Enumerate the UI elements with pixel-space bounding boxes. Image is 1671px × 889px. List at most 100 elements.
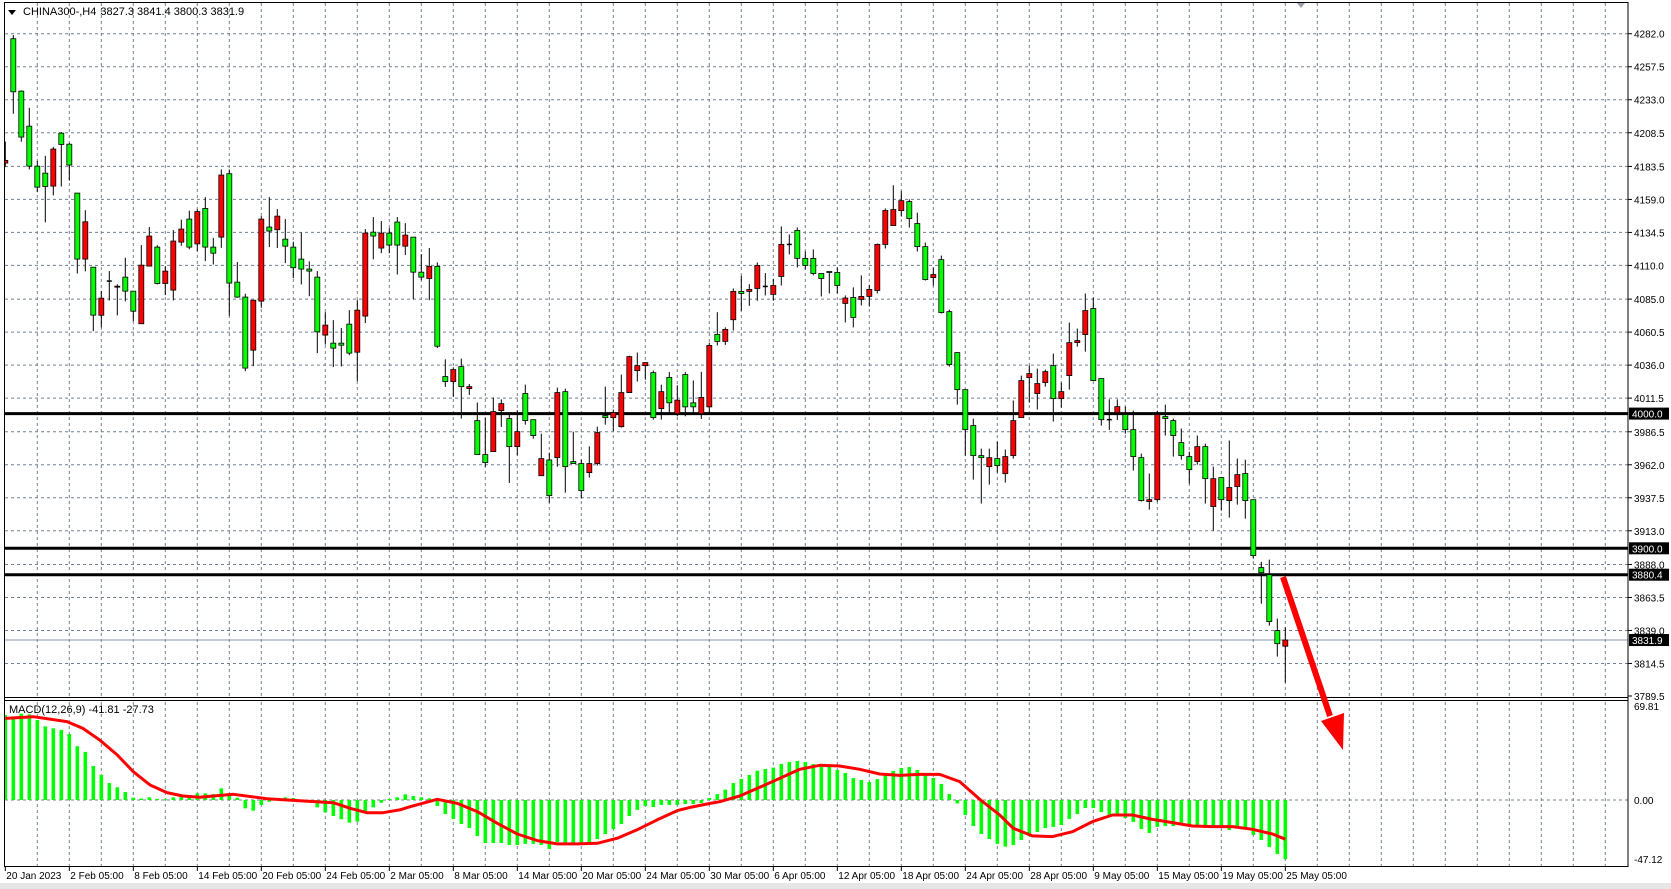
candle-bearish	[810, 258, 817, 274]
macd-histogram-bar	[891, 770, 896, 800]
candle-bullish	[1058, 391, 1065, 400]
macd-histogram-bar	[427, 798, 432, 800]
down-arrow-annotation[interactable]	[1280, 576, 1344, 750]
macd-histogram-bar	[451, 800, 456, 819]
macd-histogram-bar	[1083, 800, 1088, 809]
horizontal-levels[interactable]	[5, 412, 1628, 577]
candle-bearish	[818, 273, 825, 279]
candle-bearish	[482, 454, 489, 464]
level-price-label: 4000.0	[1632, 410, 1663, 421]
macd-histogram-bar	[619, 800, 624, 825]
chart-shift-marker-icon[interactable]	[1297, 3, 1305, 8]
time-axis-label: 24 Feb 05:00	[326, 871, 385, 882]
price-axis-label: 4183.5	[1634, 162, 1665, 173]
macd-histogram-bar	[19, 713, 24, 800]
macd-histogram-bar	[171, 797, 176, 800]
candle-bearish	[690, 402, 697, 408]
macd-histogram-bar	[1139, 800, 1144, 830]
macd-signal-line	[5, 715, 1286, 846]
candle-bullish	[98, 297, 105, 316]
macd-histogram-bar	[115, 787, 120, 800]
candle-bullish	[874, 244, 881, 291]
macd-histogram-bar	[723, 789, 728, 800]
macd-histogram-bar	[979, 800, 984, 834]
candle-bullish	[1026, 373, 1033, 379]
macd-histogram-bar	[867, 782, 872, 800]
macd-histogram-bar	[155, 799, 160, 800]
macd-histogram-bar	[1235, 800, 1240, 829]
macd-histogram-bar	[835, 770, 840, 800]
macd-histogram-bar	[587, 800, 592, 843]
candle-bullish	[618, 392, 625, 428]
time-axis-label: 8 Feb 05:00	[134, 871, 188, 882]
macd-histogram-bar	[715, 794, 720, 800]
level-price-label-box	[1629, 568, 1669, 581]
candle-bullish	[658, 391, 665, 410]
candle-bearish	[266, 226, 273, 232]
macd-histogram-bar	[819, 766, 824, 800]
time-axis-label: 2 Mar 05:00	[390, 871, 444, 882]
candle-bullish	[1194, 446, 1201, 462]
candle-bullish	[642, 362, 649, 367]
candle-bullish	[1082, 310, 1089, 335]
macd-histogram-bar	[75, 746, 80, 800]
candle-bearish	[34, 165, 41, 188]
macd-histogram-bar	[91, 766, 96, 800]
candle-bullish	[274, 215, 281, 231]
price-axis-label: 3913.0	[1634, 527, 1665, 538]
macd-histogram-bar	[731, 783, 736, 800]
candle-bullish	[514, 431, 521, 448]
candle-bearish	[914, 223, 921, 247]
macd-histogram-bar	[539, 800, 544, 845]
candle-bearish	[922, 246, 929, 280]
candle-bearish	[202, 208, 209, 248]
candle-bearish	[18, 90, 25, 138]
candle-bearish	[682, 374, 689, 408]
macd-histogram-bar	[851, 778, 856, 800]
candle-bullish	[1282, 639, 1289, 647]
price-axis-label: 4085.0	[1634, 295, 1665, 306]
candle-bearish	[578, 463, 585, 492]
macd-histogram-bar	[1091, 800, 1096, 809]
candle-bearish	[506, 418, 513, 448]
candle-bullish	[466, 386, 473, 389]
macd-histogram-bar	[675, 800, 680, 805]
candles	[5, 35, 1289, 683]
macd-histogram-bar	[1251, 800, 1256, 835]
macd-histogram-bar	[787, 761, 792, 800]
macd-histogram-bar	[1179, 800, 1184, 826]
candle-bearish	[1178, 442, 1185, 457]
macd-histogram-bar	[179, 796, 184, 800]
candle-bullish	[490, 411, 497, 452]
macd-histogram-bar	[707, 798, 712, 800]
macd-histogram-bar	[363, 800, 368, 812]
macd-histogram-bar	[739, 779, 744, 800]
macd-histogram-bar	[43, 726, 48, 800]
macd-histogram-bar	[99, 774, 104, 800]
macd-histogram-bar	[771, 767, 776, 800]
macd-histogram-bar	[811, 764, 816, 800]
macd-axis-label: 69.81	[1634, 702, 1659, 713]
time-axis-label: 6 Apr 05:00	[774, 871, 826, 882]
candle-bearish	[1250, 499, 1257, 556]
macd-histogram-bar	[1195, 800, 1200, 827]
macd-histogram-bar	[963, 800, 968, 815]
price-axis-label: 4257.5	[1634, 63, 1665, 74]
candle-bearish	[1218, 477, 1225, 501]
macd-histogram-bar	[795, 760, 800, 800]
macd-histogram-bar	[947, 794, 952, 800]
macd-histogram-bar	[1187, 800, 1192, 826]
current-price-label: 3831.9	[1632, 636, 1663, 647]
candle-bearish	[938, 259, 945, 313]
candle-bearish	[714, 333, 721, 342]
level-price-label: 3900.0	[1632, 544, 1663, 555]
candle-bullish	[770, 285, 777, 295]
triangle-down-icon[interactable]	[8, 9, 16, 15]
macd-histogram-bar	[1211, 800, 1216, 827]
macd-histogram-bar	[411, 796, 416, 800]
macd-histogram-bar	[595, 800, 600, 840]
candle-bearish	[1274, 630, 1281, 645]
candle-bullish	[1154, 414, 1161, 501]
time-axis-label: 9 May 05:00	[1094, 871, 1149, 882]
